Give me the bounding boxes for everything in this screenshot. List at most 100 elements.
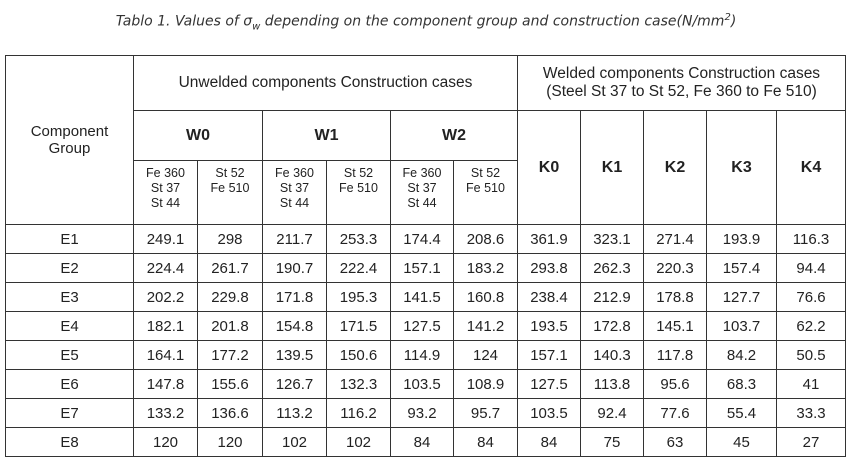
header-line: St 37 [279,181,310,195]
row-label: E8 [5,427,134,457]
steel-header: Fe 360 St 37 St 44 [262,160,327,225]
header-line: St 37 [150,181,181,195]
table-cell: 202.2 [133,282,198,312]
row-label: E5 [5,340,134,370]
table-cell: 298 [197,224,263,254]
table-cell: 127.5 [390,311,454,341]
table-cell: 253.3 [326,224,391,254]
data-row: E7 133.2 136.6 113.2 116.2 93.2 95.7 103.5 92.4 7… [5,398,846,428]
table-cell: 212.9 [580,282,644,312]
table-cell: 92.4 [580,398,644,428]
data-row: E3 202.2 229.8 171.8 195.3 141.5 160.8 238.4 212… [5,282,846,312]
table-cell: 127.7 [706,282,777,312]
table-cell: 145.1 [643,311,707,341]
group-header: Welded components Construction cases (Ste… [517,55,846,111]
table-cell: 141.5 [390,282,454,312]
header-line: St 52 [343,166,374,180]
row-label: E2 [5,253,134,283]
table-cell: 41 [776,369,846,399]
table-cell: 50.5 [776,340,846,370]
table-cell: 103.5 [517,398,581,428]
table-cell: 94.4 [776,253,846,283]
data-row: E4 182.1 201.8 154.8 171.5 127.5 141.2 193.5 172… [5,311,846,341]
table-cell: 224.4 [133,253,198,283]
header-line: Fe 360 [402,166,442,180]
table-cell: 136.6 [197,398,263,428]
header-line: St 44 [150,196,181,210]
table-cell: 77.6 [643,398,707,428]
table-cell: 208.6 [453,224,518,254]
table-cell: 220.3 [643,253,707,283]
table-cell: 33.3 [776,398,846,428]
table-cell: 45 [706,427,777,457]
case-header: K0 [517,110,581,225]
table-cell: 63 [643,427,707,457]
table-cell: 113.8 [580,369,644,399]
header-line: St 37 [407,181,437,195]
caption-symbol: σ [243,13,253,30]
table-cell: 102 [262,427,327,457]
table-cell: 114.9 [390,340,454,370]
data-row: E8 120 120 102 102 84 84 84 75 63 45 27 [5,427,846,457]
steel-header: St 52 Fe 510 [326,160,391,225]
row-label: E7 [5,398,134,428]
table-cell: 124 [453,340,518,370]
table-cell: 293.8 [517,253,581,283]
table-cell: 238.4 [517,282,581,312]
table-cell: 103.7 [706,311,777,341]
table-cell: 201.8 [197,311,263,341]
table-cell: 27 [776,427,846,457]
header-line: (Steel St 37 to St 52, Fe 360 to Fe 510) [546,83,817,100]
table-cell: 139.5 [262,340,327,370]
caption-text: ) [730,13,737,30]
case-header: K2 [643,110,707,225]
data-table: Component Group Unwelded components Const… [5,55,846,457]
header-line: St 52 [215,166,245,180]
caption-subscript: w [252,21,261,33]
table-cell: 171.5 [326,311,391,341]
table-cell: 126.7 [262,369,327,399]
table-cell: 93.2 [390,398,454,428]
table-cell: 229.8 [197,282,263,312]
caption-text: Tablo 1. Values of [115,13,244,30]
table-cell: 222.4 [326,253,391,283]
header-line: St 44 [279,196,310,210]
row-label: E1 [5,224,134,254]
table-cell: 211.7 [262,224,327,254]
table-cell: 147.8 [133,369,198,399]
row-label: E4 [5,311,134,341]
data-row: E6 147.8 155.6 126.7 132.3 103.5 108.9 127.5 113… [5,369,846,399]
table-cell: 75 [580,427,644,457]
table-cell: 157.1 [517,340,581,370]
table-cell: 132.3 [326,369,391,399]
table-cell: 120 [133,427,198,457]
table-cell: 84 [517,427,581,457]
table-cell: 262.3 [580,253,644,283]
table-cell: 55.4 [706,398,777,428]
table-cell: 154.8 [262,311,327,341]
table-cell: 271.4 [643,224,707,254]
table-cell: 133.2 [133,398,198,428]
steel-header: Fe 360 St 37 St 44 [133,160,198,225]
table-cell: 261.7 [197,253,263,283]
table-cell: 171.8 [262,282,327,312]
table-cell: 249.1 [133,224,198,254]
header-row: W0 W1 W2 K0 K1 K2 K3 K4 [6,110,846,225]
header-line: St 52 [470,166,501,180]
table-cell: 157.4 [706,253,777,283]
caption-text: depending on the component group and con… [260,13,725,30]
table-cell: 182.1 [133,311,198,341]
data-row: E5 164.1 177.2 139.5 150.6 114.9 124 157.1 140.3… [5,340,846,370]
table-cell: 108.9 [453,369,518,399]
table-cell: 150.6 [326,340,391,370]
table-cell: 183.2 [453,253,518,283]
table-cell: 84 [390,427,454,457]
table-caption: Tablo 1. Values of σw depending on the c… [0,12,852,32]
table-cell: 95.6 [643,369,707,399]
case-header: W0 [133,110,263,161]
table-cell: 84 [453,427,518,457]
header-line: Fe 510 [210,181,250,195]
steel-header: Fe 360 St 37 St 44 [390,160,454,225]
table-cell: 141.2 [453,311,518,341]
